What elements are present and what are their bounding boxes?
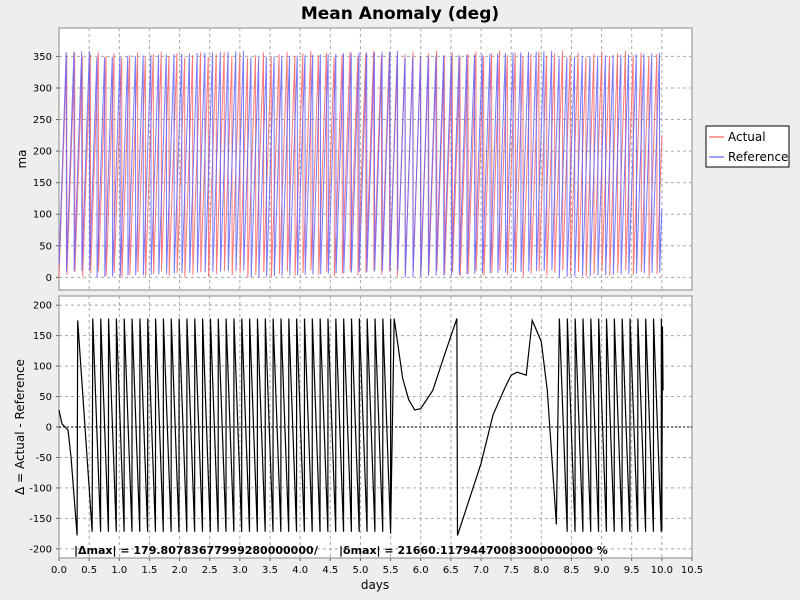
x-tick-label: 5.5 <box>383 565 399 576</box>
x-axis-label: days <box>361 578 389 592</box>
bottom-y-tick-label: -200 <box>29 544 52 555</box>
x-tick-label: 8.0 <box>533 565 549 576</box>
top-y-tick-label: 150 <box>33 178 52 189</box>
x-tick-label: 1.5 <box>141 565 157 576</box>
top-y-tick-label: 50 <box>39 241 52 252</box>
bottom-plot: -200 -150 -100 -50 0 50 100 150 200 0.0 0.5 1.0 1.5… <box>13 295 703 592</box>
series-line-actual <box>58 50 663 278</box>
x-tick-label: 3.0 <box>232 565 248 576</box>
x-tick-label: 2.5 <box>202 565 218 576</box>
delta-max-annotation: |Δmax| = 179.80783677999280000000 <box>74 544 314 557</box>
x-tick-label: 7.0 <box>473 565 489 576</box>
annotation-separator: / <box>314 544 319 557</box>
bottom-y-tick-label: -50 <box>36 453 52 464</box>
bottom-y-tick-label: 200 <box>33 301 52 312</box>
top-y-tick-label: 0 <box>46 273 52 284</box>
x-tick-label: 9.0 <box>594 565 610 576</box>
x-tick-label: 6.0 <box>413 565 429 576</box>
series-line-delta <box>58 318 664 536</box>
bottom-series <box>58 318 692 536</box>
x-tick-label: 9.5 <box>624 565 640 576</box>
top-y-axis-label: ma <box>15 149 29 168</box>
x-tick-label: 1.0 <box>111 565 127 576</box>
top-plot: 0 50 100 150 200 250 300 350 ma <box>15 27 693 291</box>
x-tick-label: 2.0 <box>172 565 188 576</box>
top-y-ticks: 0 50 100 150 200 250 300 350 <box>33 52 59 284</box>
x-tick-label: 8.5 <box>563 565 579 576</box>
bottom-y-axis-label: Δ = Actual - Reference <box>13 359 27 495</box>
series-line-reference <box>58 50 663 278</box>
x-tick-label: 10.0 <box>651 565 673 576</box>
bottom-y-tick-label: 150 <box>33 331 52 342</box>
x-tick-label: 0.5 <box>81 565 97 576</box>
top-y-tick-label: 300 <box>33 83 52 94</box>
top-y-tick-label: 350 <box>33 52 52 63</box>
bottom-x-ticks: 0.0 0.5 1.0 1.5 2.0 2.5 3.0 3.5 4.0 4.5 5.0 5.5 6.0 6… <box>51 558 703 576</box>
x-tick-label: 3.5 <box>262 565 278 576</box>
bottom-y-ticks: -200 -150 -100 -50 0 50 100 150 200 <box>29 301 59 555</box>
x-tick-label: 7.5 <box>503 565 519 576</box>
x-tick-label: 5.0 <box>352 565 368 576</box>
bottom-y-tick-label: -100 <box>29 483 52 494</box>
legend: Actual Reference <box>705 125 790 168</box>
top-y-tick-label: 200 <box>33 147 52 158</box>
x-tick-label: 4.0 <box>292 565 308 576</box>
top-y-tick-label: 250 <box>33 115 52 126</box>
legend-label-reference: Reference <box>728 150 788 164</box>
bottom-y-tick-label: 100 <box>33 362 52 373</box>
bottom-y-tick-label: 0 <box>46 423 52 434</box>
x-tick-label: 4.5 <box>322 565 338 576</box>
x-tick-label: 6.5 <box>443 565 459 576</box>
top-y-tick-label: 100 <box>33 210 52 221</box>
top-series <box>58 50 663 278</box>
bottom-y-tick-label: 50 <box>39 392 52 403</box>
legend-label-actual: Actual <box>728 130 766 144</box>
chart-title: Mean Anomaly (deg) <box>301 4 499 24</box>
x-tick-label: 10.5 <box>681 565 703 576</box>
legend-box <box>705 125 790 168</box>
bottom-y-tick-label: -150 <box>29 514 52 525</box>
x-tick-label: 0.0 <box>51 565 67 576</box>
delta-rel-max-annotation: |δmax| = 21660.11794470083000000000 % <box>339 544 608 557</box>
